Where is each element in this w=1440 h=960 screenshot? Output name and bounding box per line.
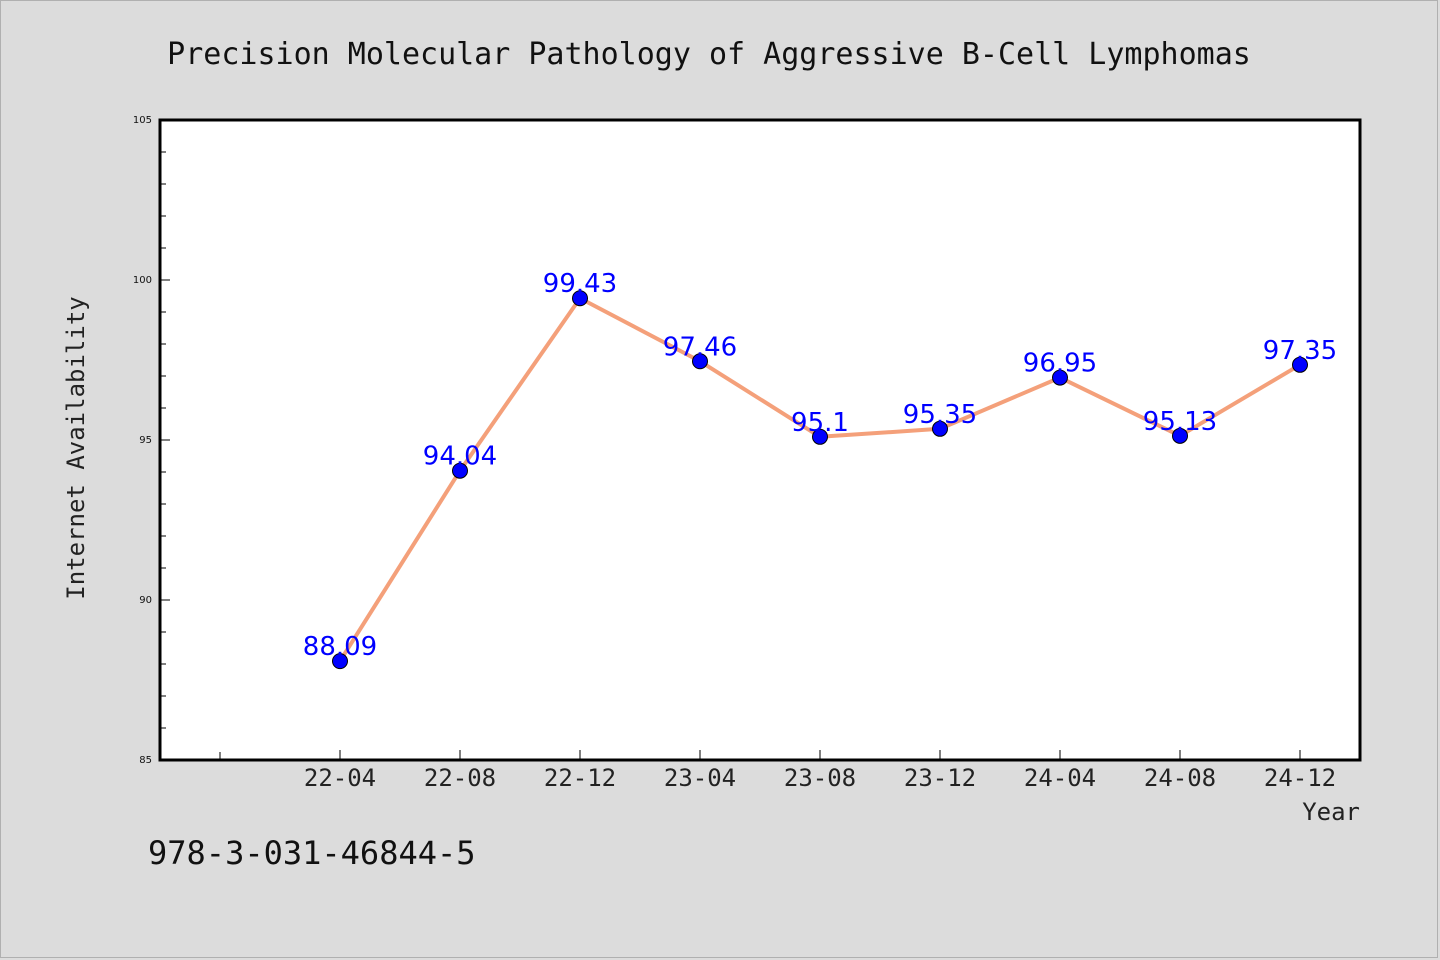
y-tick-label: 95 xyxy=(139,435,152,446)
data-point xyxy=(812,428,828,445)
y-tick-label: 100 xyxy=(133,275,152,286)
data-label: 95.13 xyxy=(1143,407,1217,437)
y-axis-ticks: 85 90 95 100 105 xyxy=(133,115,170,766)
data-labels: 88.09 94.04 99.43 97.46 95.1 95.35 96.95 95.13 9… xyxy=(303,269,1337,662)
data-label: 88.09 xyxy=(303,632,377,662)
x-tick-label: 23-08 xyxy=(784,764,856,792)
x-tick-label: 24-12 xyxy=(1264,764,1336,792)
data-point xyxy=(932,420,948,437)
y-tick-label: 90 xyxy=(139,595,152,606)
series-layer xyxy=(332,290,1308,670)
x-tick-label: 22-04 xyxy=(304,764,376,792)
x-tick-label: 24-04 xyxy=(1024,764,1096,792)
y-tick-label: 105 xyxy=(133,115,152,126)
data-point xyxy=(572,290,588,307)
plot-area xyxy=(158,118,1362,762)
x-axis-label: Year xyxy=(1302,798,1360,826)
data-label: 97.35 xyxy=(1263,336,1337,366)
data-label: 96.95 xyxy=(1023,349,1097,379)
x-axis-ticks: 22-04 22-08 22-12 23-04 23-08 23-12 24-04 24-08… xyxy=(219,750,1336,792)
data-label: 95.1 xyxy=(791,408,849,438)
data-label: 97.46 xyxy=(663,332,737,362)
data-point xyxy=(1172,427,1188,444)
x-tick-label: 23-12 xyxy=(904,764,976,792)
y-tick-label: 85 xyxy=(139,755,152,766)
data-point xyxy=(332,653,348,670)
data-point xyxy=(1052,369,1068,386)
x-tick-label: 23-04 xyxy=(664,764,736,792)
isbn-footnote: 978-3-031-46844-5 xyxy=(148,834,476,872)
data-point xyxy=(692,353,708,370)
chart-title: Precision Molecular Pathology of Aggress… xyxy=(167,37,1251,72)
data-point xyxy=(452,462,468,479)
data-label: 94.04 xyxy=(423,442,497,472)
data-point xyxy=(1292,356,1308,373)
data-label: 99.43 xyxy=(543,269,617,299)
x-tick-label: 22-12 xyxy=(544,764,616,792)
y-axis-label: Internet Availability xyxy=(62,296,90,599)
x-tick-label: 24-08 xyxy=(1144,764,1216,792)
x-tick-label: 22-08 xyxy=(424,764,496,792)
data-label: 95.35 xyxy=(903,400,977,430)
